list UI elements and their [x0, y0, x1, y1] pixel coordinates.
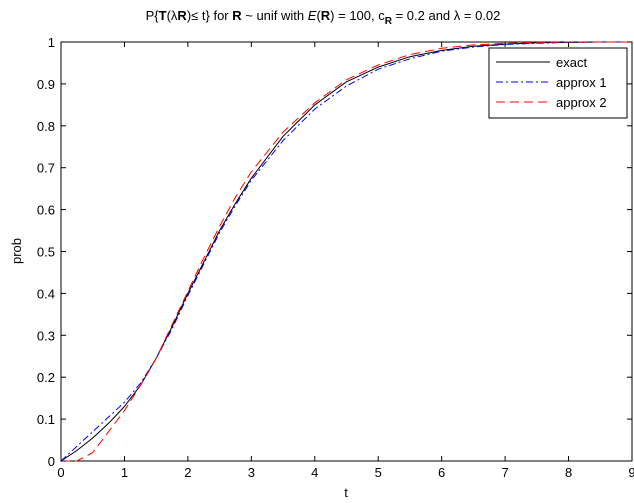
title-part5: )≤ t} for [187, 8, 232, 23]
y-tick-label: 0.6 [37, 203, 55, 218]
x-tick-label: 0 [57, 465, 64, 480]
series-line-approx-1 [60, 41, 632, 462]
x-tick-label: 9 [628, 465, 634, 480]
y-tick-label: 0.4 [37, 286, 55, 301]
legend-label: exact [556, 55, 587, 70]
x-tick-label: 2 [184, 465, 191, 480]
y-tick-label: 0.8 [37, 119, 55, 134]
title-part8: E [308, 8, 317, 23]
y-tick-label: 0.5 [37, 245, 55, 260]
title-part2: T [159, 8, 167, 23]
title-part6: R [232, 8, 242, 23]
x-tick-label: 3 [248, 465, 255, 480]
title-part11: ) = 100, c [330, 8, 385, 23]
y-tick-label: 0.7 [37, 161, 55, 176]
x-axis-label: t [344, 485, 348, 500]
y-tick-label: 0.2 [37, 370, 55, 385]
title-part10: R [321, 8, 331, 23]
x-tick-label: 7 [501, 465, 508, 480]
y-tick-label: 1 [48, 35, 55, 50]
title-part4: R [177, 8, 187, 23]
title-part3: (λ [167, 8, 178, 23]
title-part13: = 0.2 and λ = 0.02 [392, 8, 500, 23]
legend: exact approx 1 approx 2 [488, 47, 628, 119]
legend-items: exact approx 1 approx 2 [496, 55, 607, 110]
y-tick-label: 0 [48, 454, 55, 469]
y-tick-label: 0.3 [37, 328, 55, 343]
legend-box [488, 47, 628, 119]
x-tick-label: 6 [438, 465, 445, 480]
x-tick-label: 4 [311, 465, 318, 480]
legend-label: approx 2 [556, 95, 607, 110]
title-part9: ( [316, 8, 321, 23]
y-tick-label: 0.1 [37, 412, 55, 427]
legend-label: approx 1 [556, 75, 607, 90]
series-line-approx-2 [61, 41, 632, 462]
x-tick-label: 1 [121, 465, 128, 480]
y-tick-label: 0.9 [37, 77, 55, 92]
chart-title: P{T(λR)≤ t} for R ~ unif with E(R) = 100… [146, 8, 501, 27]
x-tick-label: 8 [565, 465, 572, 480]
y-axis-label: prob [9, 238, 24, 264]
tick-layer: 0 1 2 3 4 5 6 7 8 9 0 0.1 0.2 0.3 0.4 0.5 0.6 0.7 0.8 0.9 1 [37, 35, 634, 480]
x-tick-label: 5 [375, 465, 382, 480]
title-part1: P{ [146, 8, 160, 23]
title-part12: R [385, 16, 393, 27]
title-part7: ~ unif with [242, 8, 308, 23]
